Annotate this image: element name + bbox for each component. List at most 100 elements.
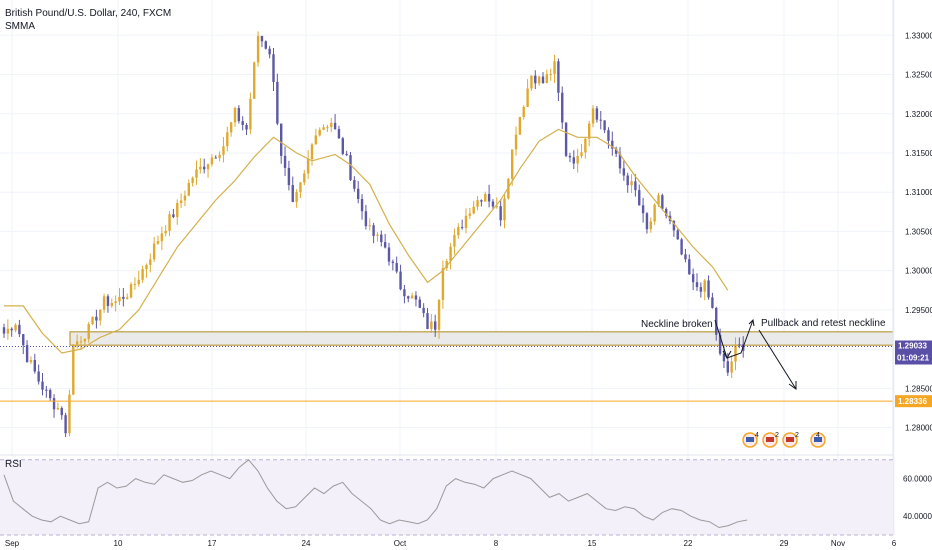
flag-us-gb-icon[interactable]: 2 <box>762 432 779 448</box>
candle-body <box>426 313 429 329</box>
candle <box>95 309 98 329</box>
candle-body <box>33 360 36 372</box>
current-price-countdown: 01:09:21 <box>897 354 930 363</box>
annotations: Neckline broken Pullback and retest neck… <box>641 318 886 390</box>
candle <box>376 232 379 242</box>
candle-body <box>653 204 656 222</box>
candle <box>102 293 106 313</box>
rsi-line <box>3 459 748 529</box>
candle <box>584 137 587 159</box>
candle-body <box>526 88 529 107</box>
candle-body <box>72 344 75 395</box>
candle <box>133 277 137 290</box>
candle <box>622 160 626 181</box>
candle <box>514 126 518 156</box>
candle <box>695 273 699 291</box>
candle <box>638 184 641 206</box>
candle-body <box>395 263 398 272</box>
candle-body <box>141 269 144 280</box>
candle-body <box>2 327 6 334</box>
candle <box>310 143 314 166</box>
candle-body <box>730 361 733 373</box>
candle-body <box>179 200 183 204</box>
candle-body <box>276 81 279 124</box>
candle-body <box>422 307 425 314</box>
candle-body <box>183 195 187 201</box>
candle-body <box>245 124 248 130</box>
candle <box>268 45 271 59</box>
candle-body <box>672 221 676 231</box>
candle <box>229 121 233 137</box>
symbol-title: British Pound/U.S. Dollar, 240, FXCM <box>5 8 171 19</box>
price-tick-label: 1.30000 <box>905 267 932 276</box>
candle <box>649 217 652 233</box>
flag-us-gb-icon[interactable]: 4 <box>810 432 826 448</box>
candle <box>41 373 44 396</box>
candle <box>499 199 502 227</box>
candle <box>399 264 402 291</box>
candle-body <box>206 164 210 170</box>
candle-body <box>618 153 622 169</box>
candle-body <box>383 242 387 248</box>
candle <box>295 189 298 208</box>
target-arrowhead <box>788 381 797 390</box>
candle <box>172 208 175 219</box>
candle-body <box>614 148 618 154</box>
candle <box>203 158 206 174</box>
candle <box>553 54 556 83</box>
candle-body <box>260 35 264 42</box>
candle <box>245 122 248 136</box>
candle-body <box>634 181 637 191</box>
candle-body <box>518 116 522 135</box>
candle <box>410 292 414 299</box>
candle <box>599 110 602 130</box>
flag-us-gb-icon[interactable]: 2 <box>782 432 799 448</box>
arrowhead-up <box>748 318 755 327</box>
neckline-zone[interactable] <box>69 331 894 346</box>
candle-body <box>345 153 348 156</box>
candle-body <box>95 316 98 321</box>
time-axis[interactable]: Sep 10 17 24 Oct 8 15 22 29 Nov 6 <box>5 539 897 548</box>
candle <box>368 218 371 231</box>
candle <box>707 275 710 300</box>
candle <box>718 328 722 356</box>
candle <box>464 208 468 234</box>
candle <box>164 225 167 237</box>
candle <box>160 226 164 251</box>
candle <box>549 68 552 81</box>
candle <box>233 106 237 127</box>
candle-body <box>468 213 472 216</box>
candle <box>141 265 144 283</box>
candle-body <box>318 129 321 136</box>
candle-body <box>253 62 256 99</box>
candle <box>564 122 568 158</box>
candle-body <box>249 98 252 130</box>
candle-body <box>126 297 129 299</box>
candle <box>137 270 140 287</box>
candle-body <box>83 339 87 342</box>
candle <box>460 219 464 230</box>
rsi-band <box>0 459 893 535</box>
price-tick-label: 1.33000 <box>905 31 932 40</box>
candle-body <box>306 159 310 174</box>
flag-us-icon[interactable]: 4 <box>742 432 759 448</box>
time-tick-label: 24 <box>302 539 311 548</box>
candle <box>688 254 691 275</box>
candle-body <box>715 307 718 335</box>
candle <box>495 197 498 209</box>
candle-body <box>152 243 156 260</box>
candle-body <box>133 284 137 286</box>
candle <box>407 295 410 303</box>
candle <box>730 355 733 379</box>
candle <box>195 160 198 185</box>
candle-body <box>195 169 198 178</box>
candle <box>253 61 256 99</box>
candle-body <box>233 108 237 123</box>
candle-body <box>333 122 337 130</box>
candle <box>156 235 160 245</box>
candle <box>665 207 668 219</box>
candle-body <box>114 301 117 304</box>
candle <box>22 333 25 355</box>
candle-body <box>437 299 441 330</box>
candle-body <box>460 227 464 229</box>
